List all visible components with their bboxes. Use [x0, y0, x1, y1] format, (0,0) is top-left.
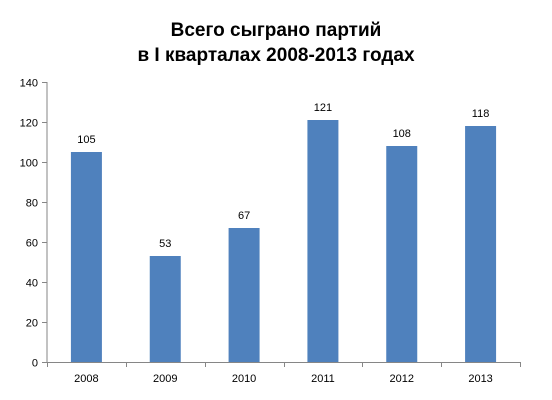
- data-label-2012: 108: [393, 128, 411, 140]
- bar-2012: [386, 146, 418, 362]
- x-tick-label: 2009: [153, 373, 177, 385]
- y-tick-label: 80: [26, 198, 38, 210]
- y-tick-label: 0: [32, 358, 38, 370]
- y-tick-label: 100: [20, 158, 38, 170]
- bar-2011: [307, 120, 339, 362]
- x-tick-label: 2008: [74, 373, 98, 385]
- bar-2013: [465, 126, 497, 362]
- y-tick-label: 60: [26, 238, 38, 250]
- y-axis: 0 20 40 60 80 100 120 140: [20, 78, 48, 370]
- x-axis: 2008 2009 2010 2011 2012 2013: [47, 362, 521, 385]
- data-labels: 105 53 67 121 108 118: [77, 102, 489, 250]
- y-tick-label: 120: [20, 118, 38, 130]
- bar-2010: [228, 228, 260, 362]
- x-tick-label: 2012: [390, 373, 414, 385]
- y-tick-label: 40: [26, 278, 38, 290]
- data-label-2011: 121: [314, 102, 332, 114]
- x-tick-label: 2011: [311, 373, 335, 385]
- data-label-2008: 105: [77, 134, 95, 146]
- y-tick-label: 20: [26, 318, 38, 330]
- x-tick-label: 2013: [468, 373, 492, 385]
- y-tick-label: 140: [20, 78, 38, 90]
- data-label-2009: 53: [159, 238, 171, 250]
- bar-2009: [149, 256, 181, 362]
- chart-title-line-1: Всего сыграно партий: [170, 20, 382, 41]
- bars: [70, 120, 497, 362]
- data-label-2013: 118: [472, 108, 490, 120]
- x-tick-label: 2010: [232, 373, 256, 385]
- chart-title-line-2: в I кварталах 2008-2013 годах: [137, 45, 415, 66]
- data-label-2010: 67: [238, 210, 250, 222]
- bar-2008: [70, 152, 102, 362]
- chart-title: Всего сыграно партий в I кварталах 2008-…: [0, 18, 552, 68]
